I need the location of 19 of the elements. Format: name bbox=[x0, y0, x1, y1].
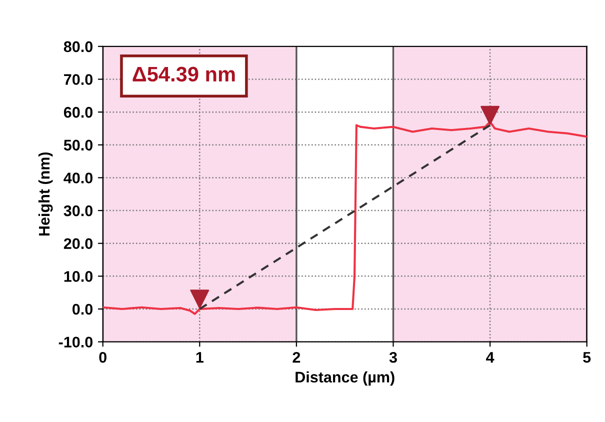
x-tick-label: 4 bbox=[486, 352, 494, 363]
y-tick-label: 60.0 bbox=[64, 106, 93, 118]
y-tick-label: 80.0 bbox=[64, 41, 93, 52]
y-tick-label: 70.0 bbox=[64, 74, 93, 85]
y-tick-label: 20.0 bbox=[64, 238, 93, 250]
y-tick-label: -10.0 bbox=[58, 336, 93, 348]
annotation: Δ54.39 nm bbox=[132, 66, 235, 82]
x-tick-label: 2 bbox=[292, 352, 300, 363]
y-axis-title: Height (nm) bbox=[38, 152, 53, 236]
x-tick-label: 0 bbox=[99, 352, 106, 363]
x-axis-title: Distance (µm) bbox=[296, 371, 394, 386]
y-tick-label: 50.0 bbox=[64, 140, 93, 151]
y-tick-label: 10.0 bbox=[64, 271, 93, 282]
y-tick-label: 0.0 bbox=[72, 304, 93, 315]
x-tick-label: 5 bbox=[583, 352, 591, 363]
x-tick-label: 3 bbox=[389, 352, 397, 363]
x-tick-label: 1 bbox=[196, 352, 204, 363]
y-tick-label: 40.0 bbox=[64, 172, 93, 184]
y-tick-label: 30.0 bbox=[64, 205, 93, 216]
